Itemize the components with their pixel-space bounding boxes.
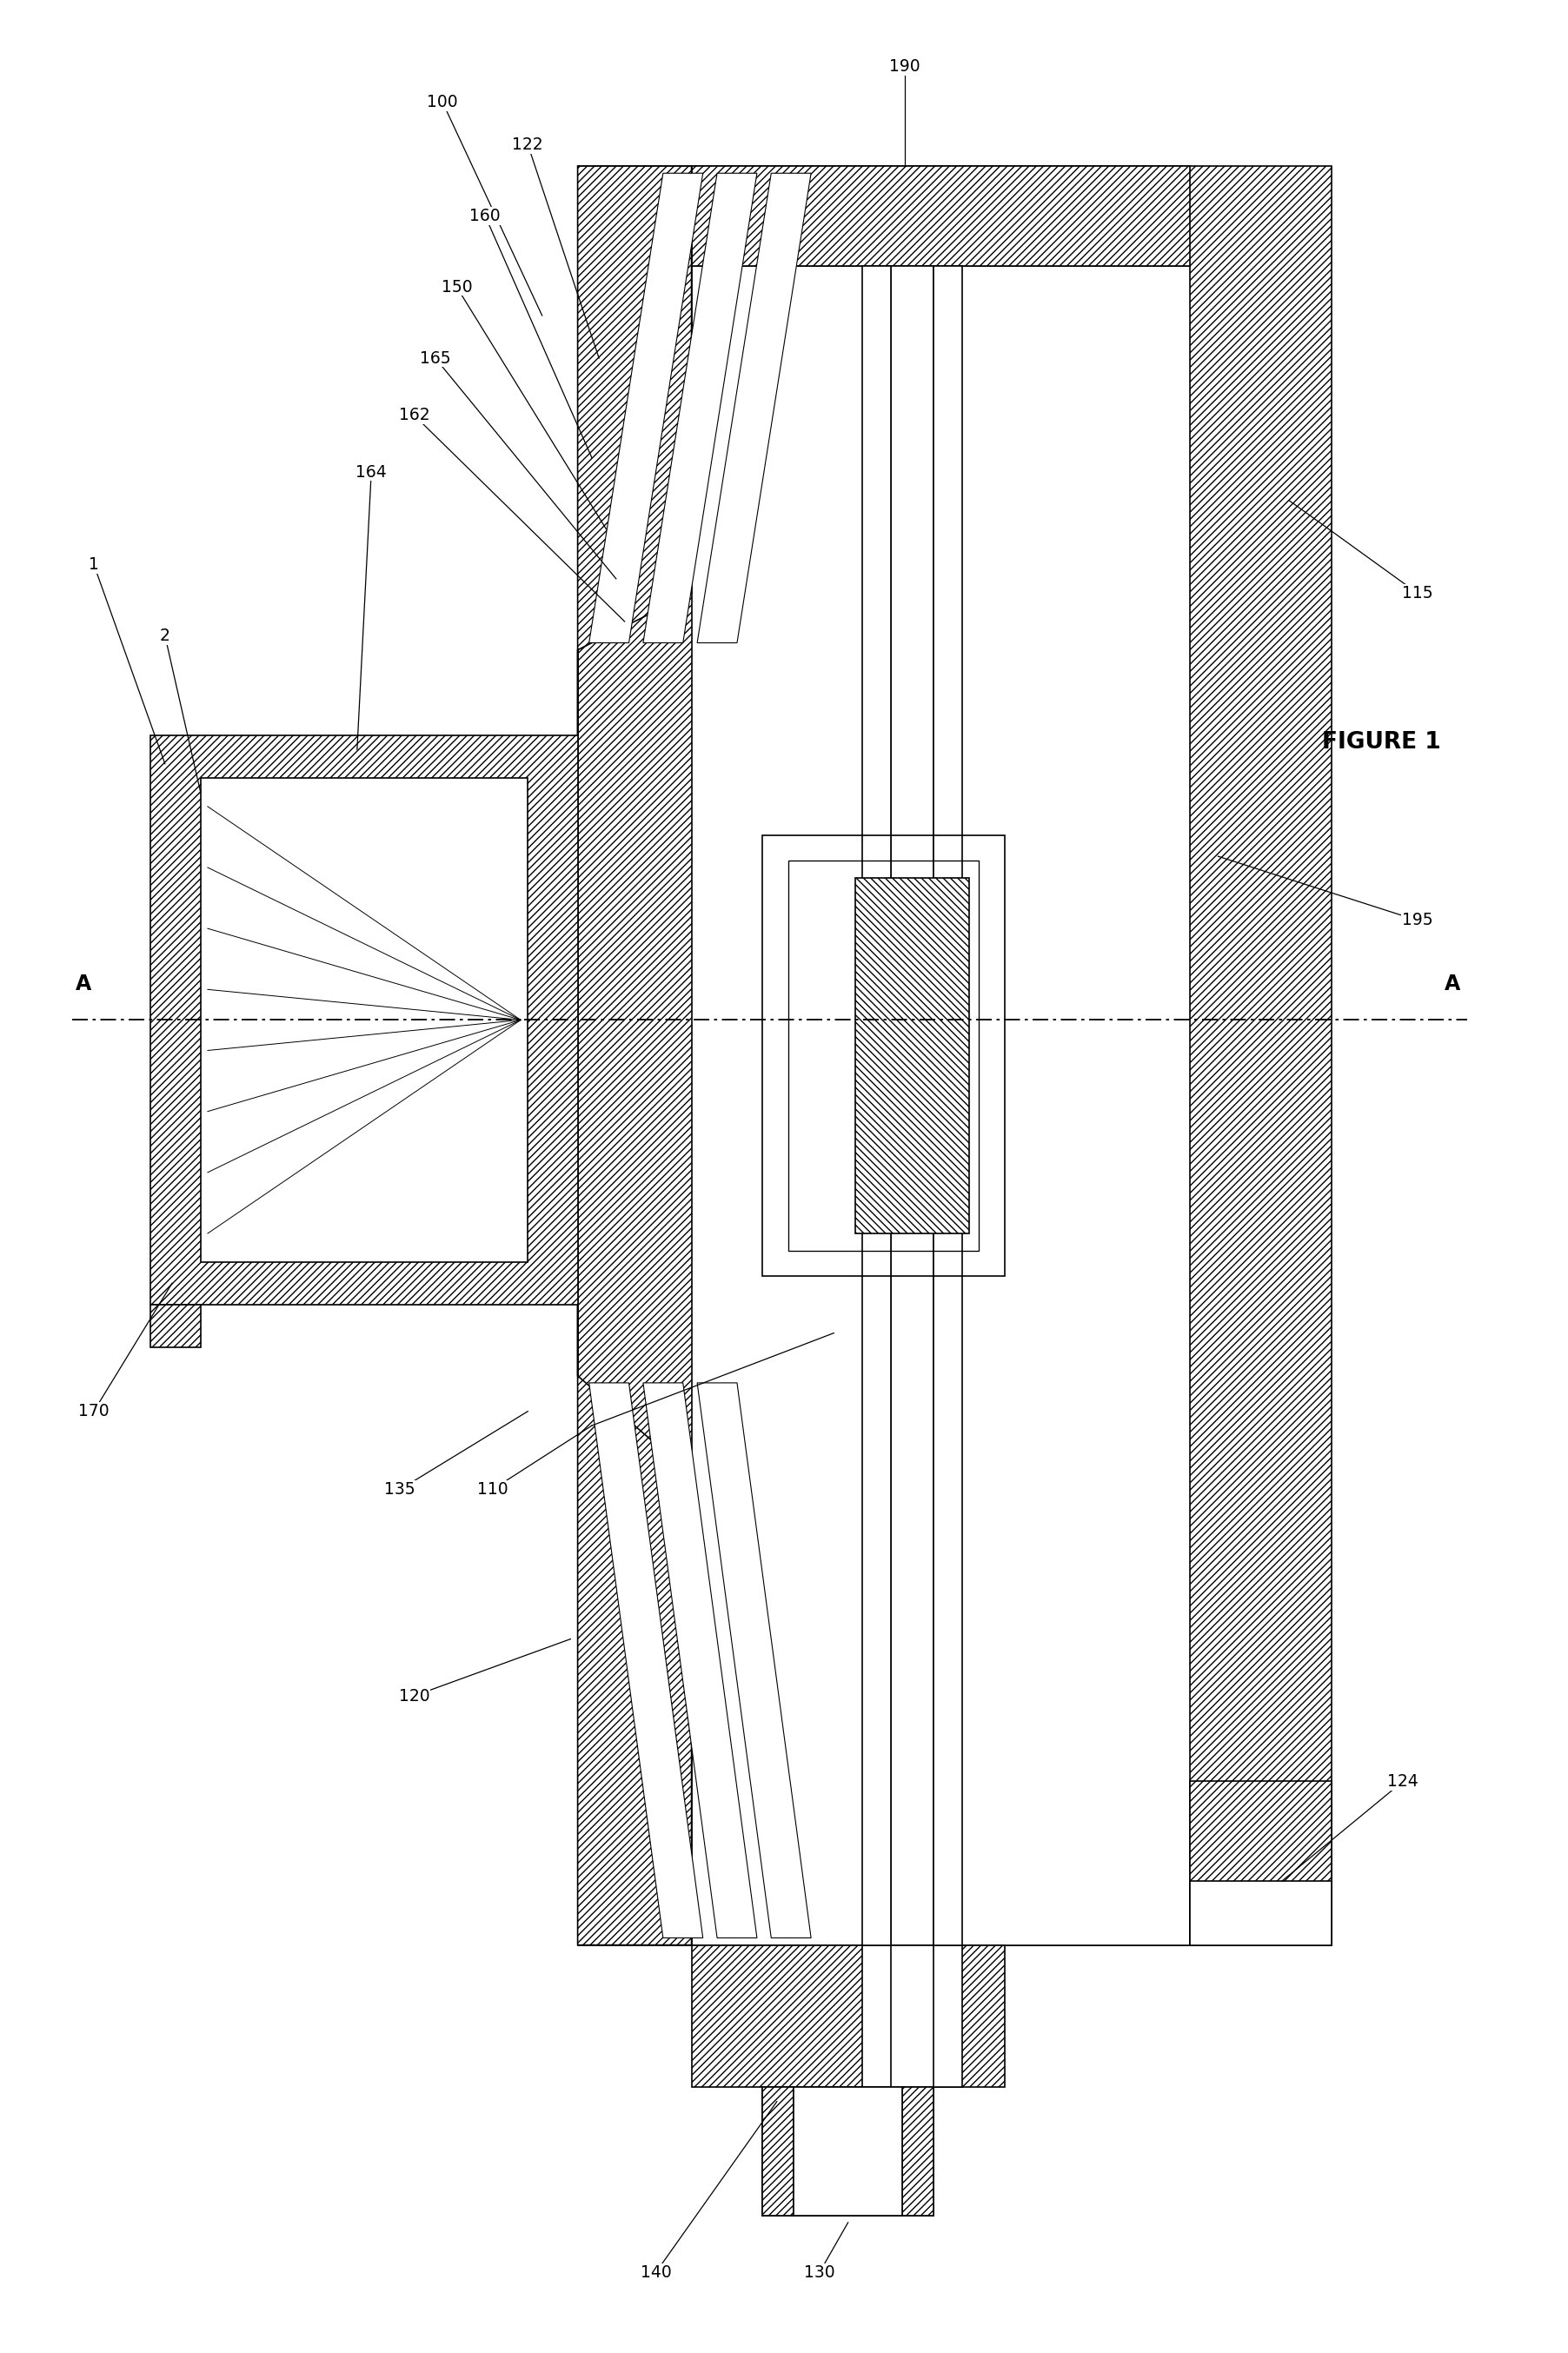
Bar	[691, 1946, 1005, 2087]
Bar	[577, 167, 1331, 1946]
Text: 135: 135	[384, 1482, 416, 1499]
Text: 120: 120	[398, 1687, 430, 1704]
Text: 110: 110	[477, 1482, 508, 1499]
Bar	[151, 736, 577, 1304]
Text: 100: 100	[426, 94, 458, 111]
Bar	[789, 861, 978, 1249]
Bar	[862, 266, 891, 1946]
Bar	[891, 266, 933, 1946]
Polygon shape	[643, 1384, 757, 1939]
Bar	[862, 1946, 961, 2087]
Bar	[1190, 1880, 1331, 1946]
Polygon shape	[577, 167, 691, 736]
Text: 130: 130	[804, 2264, 836, 2280]
Bar	[762, 2087, 793, 2217]
Wedge shape	[815, 2158, 880, 2191]
Polygon shape	[698, 1384, 811, 1939]
Text: A: A	[1444, 974, 1460, 995]
Bar	[891, 1946, 933, 2087]
Text: 190: 190	[889, 59, 920, 75]
Text: 170: 170	[78, 1402, 110, 1419]
Text: 124: 124	[1388, 1774, 1419, 1791]
Text: 195: 195	[1402, 913, 1433, 929]
Text: 115: 115	[1402, 586, 1433, 602]
Polygon shape	[643, 174, 757, 642]
Bar	[762, 2087, 933, 2217]
Bar	[1190, 1781, 1331, 1946]
Bar	[793, 2087, 902, 2217]
Bar	[691, 167, 1190, 266]
Bar	[855, 878, 969, 1233]
Text: 122: 122	[513, 136, 544, 153]
Polygon shape	[698, 174, 811, 642]
Text: A: A	[75, 974, 91, 995]
Bar	[902, 2087, 933, 2217]
Text: FIGURE 1: FIGURE 1	[1322, 732, 1441, 753]
Bar	[762, 835, 1005, 1275]
Bar	[201, 779, 528, 1261]
Text: 140: 140	[640, 2264, 671, 2280]
Text: 1: 1	[89, 555, 99, 572]
Text: 2: 2	[160, 628, 171, 645]
Text: 160: 160	[470, 207, 500, 224]
Polygon shape	[590, 1384, 702, 1939]
Polygon shape	[577, 1304, 691, 1946]
Text: 165: 165	[420, 351, 452, 367]
Polygon shape	[590, 174, 702, 642]
Text: 162: 162	[398, 407, 430, 424]
Bar	[933, 266, 961, 1946]
Bar	[151, 1304, 201, 1348]
Text: 150: 150	[441, 278, 472, 294]
Bar	[691, 266, 1190, 1946]
Text: 164: 164	[356, 464, 387, 480]
